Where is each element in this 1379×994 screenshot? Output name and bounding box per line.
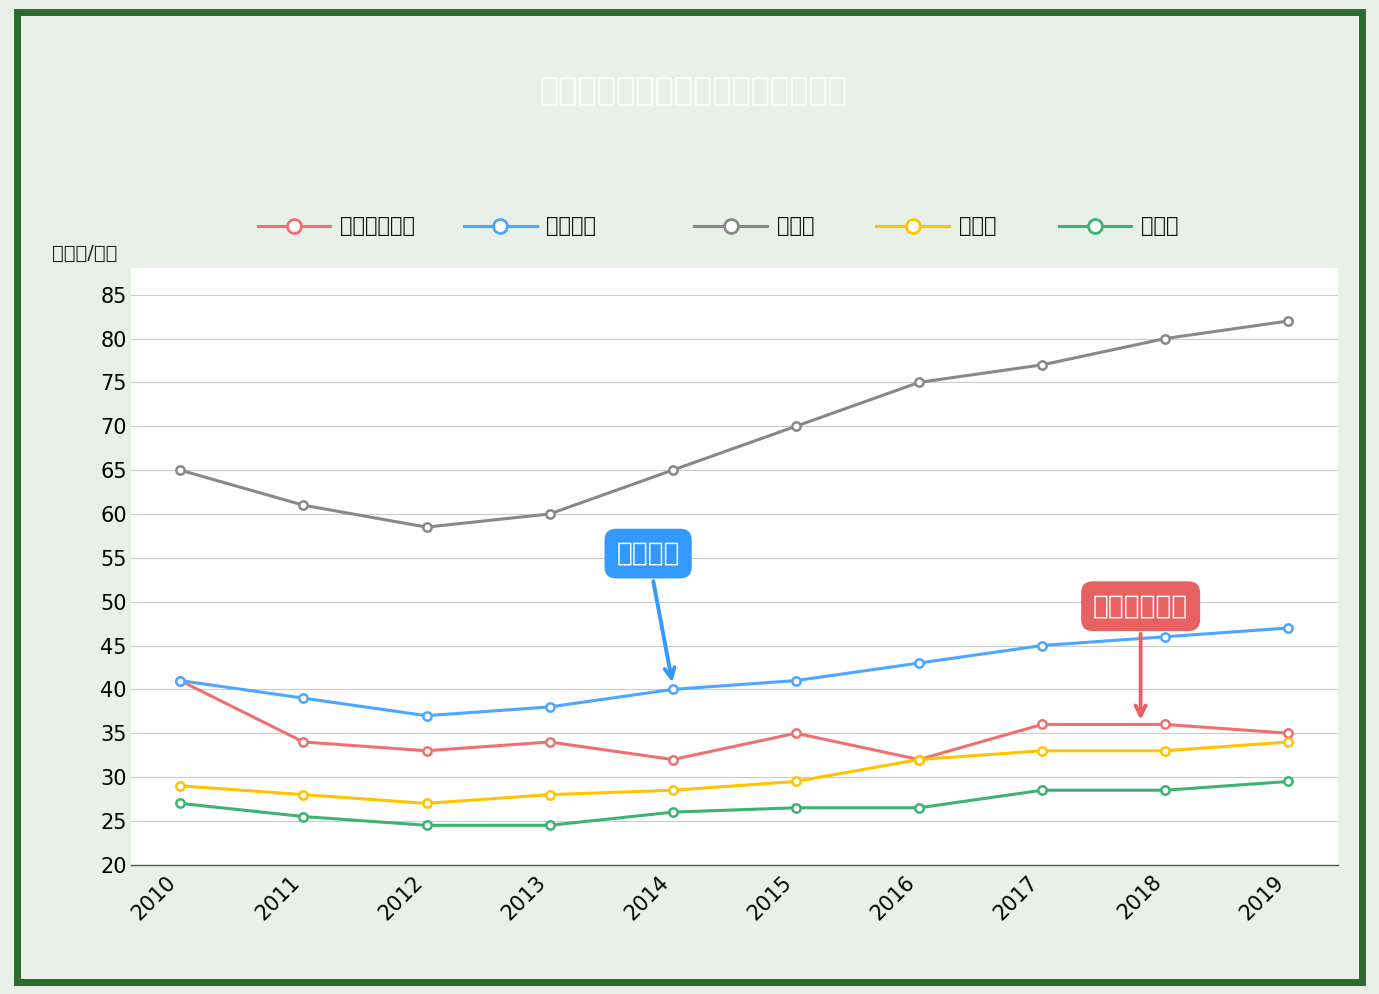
- 千葉県: [1034, 784, 1051, 796]
- Text: 中古マンション年間平均㎡単価推移: 中古マンション年間平均㎡単価推移: [539, 77, 847, 107]
- 神奈川県: [665, 684, 681, 696]
- 横浜市戸塚区: [418, 745, 434, 756]
- 千葉県: [172, 797, 189, 809]
- 東京都: [172, 464, 189, 476]
- 埼玉県: [787, 775, 804, 787]
- 神奈川県: [787, 675, 804, 687]
- 横浜市戸塚区: [542, 736, 558, 747]
- Text: （万円/㎡）: （万円/㎡）: [52, 244, 117, 262]
- 横浜市戸塚区: [1157, 719, 1174, 731]
- 東京都: [1157, 333, 1174, 345]
- 埼玉県: [1280, 736, 1296, 747]
- 神奈川県: [418, 710, 434, 722]
- 埼玉県: [665, 784, 681, 796]
- 埼玉県: [1034, 745, 1051, 756]
- Text: 横浜市戸塚区: 横浜市戸塚区: [341, 216, 415, 237]
- 東京都: [418, 521, 434, 533]
- 横浜市戸塚区: [787, 728, 804, 740]
- 埼玉県: [172, 780, 189, 792]
- 千葉県: [787, 802, 804, 814]
- 千葉県: [665, 806, 681, 818]
- 東京都: [1280, 315, 1296, 327]
- 埼玉県: [1157, 745, 1174, 756]
- 神奈川県: [910, 657, 927, 669]
- Text: 東京都: 東京都: [776, 216, 815, 237]
- Text: 神奈川県: 神奈川県: [616, 541, 680, 678]
- 千葉県: [910, 802, 927, 814]
- 埼玉県: [295, 788, 312, 800]
- 東京都: [910, 377, 927, 389]
- Text: 神奈川県: 神奈川県: [546, 216, 596, 237]
- Line: 神奈川県: 神奈川県: [177, 624, 1292, 720]
- 神奈川県: [1280, 622, 1296, 634]
- 横浜市戸塚区: [295, 736, 312, 747]
- 千葉県: [1157, 784, 1174, 796]
- 横浜市戸塚区: [172, 675, 189, 687]
- 埼玉県: [910, 753, 927, 765]
- Text: 埼玉県: 埼玉県: [958, 216, 997, 237]
- 東京都: [787, 420, 804, 432]
- Line: 横浜市戸塚区: 横浜市戸塚区: [177, 677, 1292, 763]
- Text: 千葉県: 千葉県: [1140, 216, 1179, 237]
- Line: 東京都: 東京都: [177, 317, 1292, 531]
- 横浜市戸塚区: [1034, 719, 1051, 731]
- 神奈川県: [1157, 631, 1174, 643]
- 横浜市戸塚区: [1280, 728, 1296, 740]
- 横浜市戸塚区: [665, 753, 681, 765]
- 神奈川県: [295, 692, 312, 704]
- 東京都: [665, 464, 681, 476]
- 千葉県: [1280, 775, 1296, 787]
- Line: 千葉県: 千葉県: [177, 777, 1292, 829]
- 埼玉県: [542, 788, 558, 800]
- 埼玉県: [418, 797, 434, 809]
- 神奈川県: [542, 701, 558, 713]
- 東京都: [1034, 359, 1051, 371]
- 千葉県: [542, 819, 558, 831]
- 東京都: [542, 508, 558, 520]
- Line: 埼玉県: 埼玉県: [177, 738, 1292, 807]
- 横浜市戸塚区: [910, 753, 927, 765]
- 神奈川県: [1034, 639, 1051, 651]
- Text: 横浜市戸塚区: 横浜市戸塚区: [1094, 593, 1189, 716]
- 千葉県: [418, 819, 434, 831]
- 神奈川県: [172, 675, 189, 687]
- 千葉県: [295, 810, 312, 822]
- 東京都: [295, 499, 312, 511]
